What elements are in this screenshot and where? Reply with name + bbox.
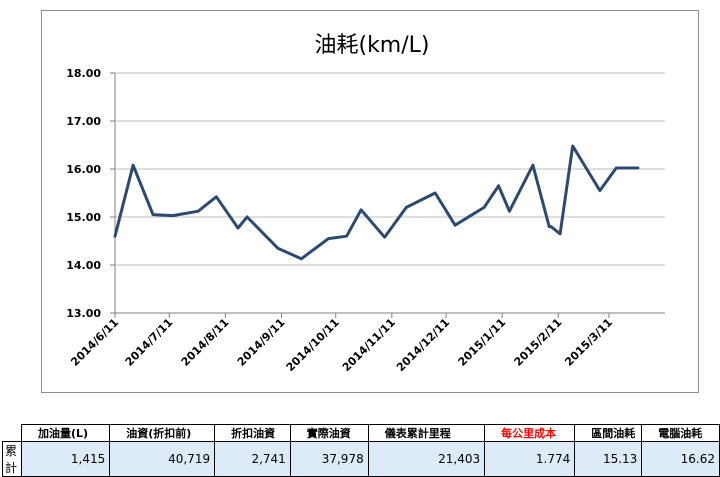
x-tick-label: 2015/3/11 bbox=[562, 316, 615, 369]
series-layer bbox=[113, 144, 640, 261]
value-discount: 2,741 bbox=[214, 441, 291, 477]
y-tick-label: 13.00 bbox=[66, 307, 101, 320]
value-cost-per-km: 1.774 bbox=[484, 441, 576, 477]
fuel-economy-line bbox=[113, 144, 640, 261]
data-point bbox=[549, 225, 553, 228]
chart-title: 油耗(km/L) bbox=[314, 33, 429, 58]
data-point bbox=[497, 184, 500, 187]
header-corner bbox=[2, 424, 23, 442]
fuel-chart: 油耗(km/L) 13.0014.0015.0016.0017.0018.00 … bbox=[66, 33, 665, 374]
summary-total-row: 累計 1,415 40,719 2,741 37,978 21,403 1.77… bbox=[1, 441, 720, 477]
y-tick-label: 15.00 bbox=[66, 211, 101, 224]
summary-header-row: 加油量(L) 油資(折扣前) 折扣油資 實際油資 儀表累計里程 每公里成本 區間… bbox=[2, 424, 720, 442]
header-fuel-cost-before-discount: 油資(折扣前) bbox=[109, 424, 216, 442]
x-tick-label: 2014/7/11 bbox=[123, 316, 176, 369]
y-tick-label: 18.00 bbox=[66, 67, 101, 80]
data-point bbox=[548, 225, 551, 228]
data-point bbox=[236, 226, 240, 230]
header-fuel-amount: 加油量(L) bbox=[21, 424, 111, 442]
data-point bbox=[345, 235, 348, 238]
x-tick-label: 2014/8/11 bbox=[179, 316, 232, 369]
data-point bbox=[531, 164, 535, 167]
value-interval-mileage: 15.13 bbox=[574, 441, 643, 477]
x-tick-label: 2014/12/11 bbox=[394, 316, 452, 374]
data-point bbox=[482, 206, 486, 209]
data-point bbox=[598, 189, 602, 192]
x-tick-label: 2014/6/11 bbox=[68, 316, 121, 369]
data-point bbox=[276, 247, 279, 250]
summary-table: 加油量(L) 油資(折扣前) 折扣油資 實際油資 儀表累計里程 每公里成本 區間… bbox=[1, 424, 720, 477]
data-point bbox=[327, 237, 330, 240]
y-tick-label: 16.00 bbox=[66, 163, 101, 176]
value-computer-mileage: 16.62 bbox=[641, 441, 720, 477]
x-tick-label: 2015/1/11 bbox=[456, 316, 509, 369]
y-tick-label: 14.00 bbox=[66, 259, 101, 272]
x-tick-label: 2015/2/11 bbox=[512, 316, 565, 369]
y-tick-labels: 13.00 14.00 15.00 16.00 17.00 18.00 bbox=[66, 67, 101, 320]
data-point bbox=[359, 208, 363, 211]
data-point bbox=[171, 214, 175, 217]
data-point bbox=[131, 164, 135, 167]
data-point bbox=[508, 210, 511, 213]
gridlines bbox=[115, 72, 665, 266]
value-actual-cost: 37,978 bbox=[289, 441, 369, 477]
y-tick-label: 17.00 bbox=[66, 115, 101, 128]
value-fuel-cost-before-discount: 40,719 bbox=[109, 441, 216, 477]
data-point bbox=[151, 213, 155, 216]
data-point bbox=[453, 224, 457, 227]
data-point bbox=[383, 236, 386, 239]
header-interval-mileage: 區間油耗 bbox=[574, 424, 643, 442]
axes bbox=[110, 72, 665, 318]
header-computer-mileage: 電腦油耗 bbox=[641, 424, 720, 442]
data-point bbox=[197, 210, 200, 213]
x-tick-label: 2014/10/11 bbox=[284, 316, 342, 374]
data-point bbox=[405, 206, 408, 209]
x-tick-labels: 2014/6/11 2014/7/11 2014/8/11 2014/9/112014… bbox=[68, 316, 615, 374]
header-actual-cost: 實際油資 bbox=[289, 424, 369, 442]
value-odometer: 21,403 bbox=[367, 441, 486, 477]
header-odometer: 儀表累計里程 bbox=[367, 424, 486, 442]
header-discount: 折扣油資 bbox=[214, 424, 291, 442]
chart-frame bbox=[41, 10, 699, 393]
data-point bbox=[113, 235, 117, 238]
data-point bbox=[434, 191, 437, 195]
header-cost-per-km: 每公里成本 bbox=[484, 424, 576, 442]
data-point bbox=[245, 215, 249, 219]
data-point bbox=[558, 232, 562, 235]
data-point bbox=[615, 166, 618, 170]
x-tick-label: 2014/9/11 bbox=[235, 316, 288, 369]
data-point bbox=[571, 144, 574, 148]
data-point bbox=[636, 166, 640, 170]
data-point bbox=[300, 257, 303, 260]
row-label: 累計 bbox=[1, 441, 23, 477]
data-point bbox=[215, 195, 218, 198]
x-tick-label: 2014/11/11 bbox=[340, 316, 398, 374]
value-fuel-amount: 1,415 bbox=[21, 441, 111, 477]
